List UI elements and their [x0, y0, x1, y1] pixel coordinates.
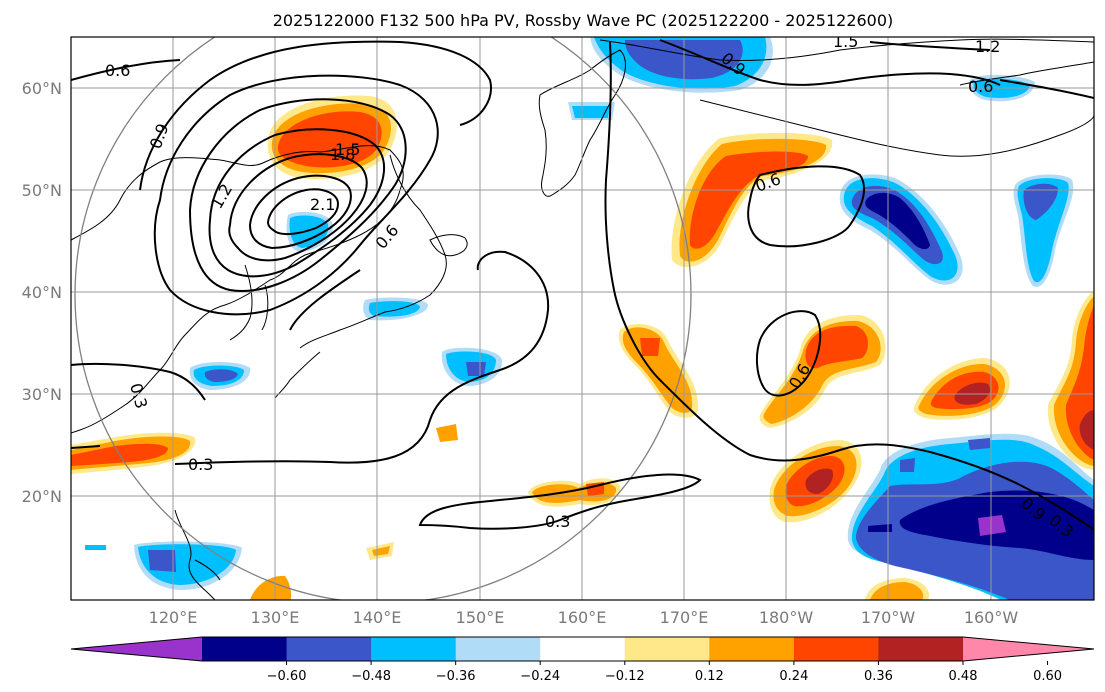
gridlines	[71, 37, 1094, 600]
lat-tick-label: 20°N	[22, 487, 62, 506]
colorbar-tick-label: 0.48	[949, 669, 978, 684]
lon-tick-label: 160°W	[964, 608, 1019, 627]
colorbar: −0.60 −0.48 −0.36 −0.24 −0.12 0.12 0.24 0.36 0.4…	[70, 636, 1095, 684]
colorbar-tick-label: 0.24	[779, 669, 808, 684]
colorbar-tick-label: −0.36	[436, 669, 476, 684]
contour-label: 1.2	[975, 37, 1000, 56]
map-area: 0.6 0.9 1.2 1.5 1.8 2.1 0.6 0.9 0.3 0.3 …	[71, 32, 1094, 600]
colorbar-segment	[709, 637, 795, 661]
colorbar-segment	[286, 637, 372, 661]
contour-label: 0.6	[968, 77, 993, 96]
colorbar-segment	[455, 637, 541, 661]
colorbar-outline	[70, 636, 1095, 662]
contour-label: 1.8	[330, 145, 355, 164]
contour-label: 0.6	[105, 61, 130, 80]
lon-tick-label: 140°E	[353, 608, 402, 627]
figure-title: 2025122000 F132 500 hPa PV, Rossby Wave …	[273, 11, 894, 30]
colorbar-tick-label: −0.24	[520, 669, 560, 684]
lon-tick-label: 120°E	[149, 608, 198, 627]
colorbar-tick-label: −0.48	[351, 669, 391, 684]
lon-tick-label: 150°E	[456, 608, 505, 627]
lon-tick-label: 170°W	[861, 608, 916, 627]
colorbar-extend-high	[963, 637, 1094, 661]
colorbar-segment	[878, 637, 964, 661]
colorbar-segment	[202, 637, 288, 661]
lon-tick-label: 180°W	[759, 608, 814, 627]
colorbar-segments	[70, 636, 1095, 662]
map-frame	[70, 36, 1095, 601]
lat-tick-label: 60°N	[22, 79, 62, 98]
colorbar-segment	[793, 637, 879, 661]
colorbar-tick-label: 0.60	[1033, 669, 1062, 684]
lon-tick-labels: 120°E 130°E 140°E 150°E 160°E 170°E 180°…	[149, 608, 1019, 627]
colorbar-tick-label: −0.12	[605, 669, 645, 684]
contour-label: 0.3	[188, 455, 213, 474]
colorbar-tick-label: 0.12	[695, 669, 724, 684]
pv-contours	[71, 39, 1094, 531]
lat-tick-label: 40°N	[22, 283, 62, 302]
colorbar-ticks: −0.60 −0.48 −0.36 −0.24 −0.12 0.12 0.24 0.36 0.4…	[267, 661, 1062, 684]
colorbar-segment	[371, 637, 457, 661]
lat-tick-labels: 60°N 50°N 40°N 30°N 20°N	[22, 79, 62, 506]
contour-label: 1.5	[833, 32, 858, 51]
lat-tick-label: 30°N	[22, 385, 62, 404]
lon-tick-label: 130°E	[251, 608, 300, 627]
contour-label: 2.1	[310, 195, 335, 214]
lon-tick-label: 160°E	[558, 608, 607, 627]
reference-circle	[74, 37, 692, 600]
colorbar-segment	[624, 637, 710, 661]
contour-label: 1.5	[335, 140, 360, 159]
colorbar-segment	[540, 637, 626, 661]
lat-tick-label: 50°N	[22, 181, 62, 200]
colorbar-extend-low	[71, 637, 202, 661]
colorbar-tick-label: −0.60	[267, 669, 307, 684]
colorbar-tick-label: 0.36	[864, 669, 893, 684]
lon-tick-label: 170°E	[660, 608, 709, 627]
contour-label: 0.3	[545, 512, 570, 531]
